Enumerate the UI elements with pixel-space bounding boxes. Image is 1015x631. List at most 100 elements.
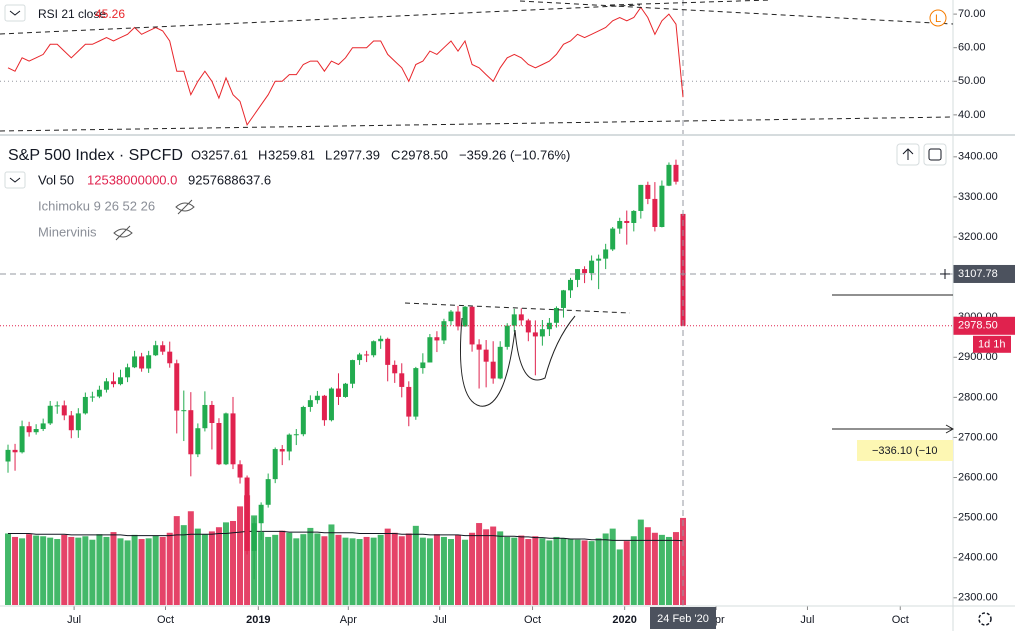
candle-body	[497, 346, 503, 379]
volume-bar	[54, 539, 61, 605]
rsi-title: RSI 21 close	[38, 7, 106, 21]
candle-body	[12, 449, 18, 453]
volume-bar	[609, 528, 616, 605]
volume-bar	[237, 506, 244, 605]
y-tick-label: 2300.00	[958, 592, 998, 604]
hidden-icon[interactable]	[113, 225, 133, 241]
volume-bar	[89, 539, 96, 605]
volume-bar	[412, 525, 419, 605]
candle-body	[279, 449, 285, 452]
candle-body	[216, 423, 222, 465]
symbol-title: S&P 500 Index · SPCFD	[8, 147, 183, 164]
candle-body	[343, 383, 349, 397]
y-tick-label: 50.00	[958, 75, 986, 87]
volume-bar	[665, 536, 672, 605]
volume-bar	[588, 541, 595, 605]
candle-body	[582, 269, 588, 274]
ohlc-value: 3259.81	[268, 147, 315, 162]
candle-body	[26, 426, 32, 433]
x-tick-label: Jul	[800, 614, 814, 626]
candle-body	[476, 344, 482, 350]
last-price-tag	[953, 316, 1015, 335]
alert-letter: L	[935, 13, 941, 25]
volume-bar	[532, 536, 539, 605]
y-tick-label: 60.00	[958, 42, 986, 54]
volume-bar	[194, 528, 201, 605]
indicator-name: Ichimoku 9 26 52 26	[38, 198, 155, 213]
candle-body	[413, 368, 419, 417]
volume-bar	[82, 536, 89, 605]
volume-bar	[651, 532, 658, 605]
candle-body	[406, 386, 412, 417]
volume-bar	[33, 535, 40, 605]
volume-bar	[518, 535, 525, 605]
candle-body	[237, 464, 243, 478]
candle-body	[624, 220, 630, 223]
volume-bar	[131, 534, 138, 605]
volume-bar	[342, 537, 349, 605]
y-tick-label: 2400.00	[958, 552, 998, 564]
candle-body	[5, 449, 11, 462]
y-tick-label: 2900.00	[958, 351, 998, 363]
candle-body	[357, 354, 363, 361]
volume-bar	[497, 531, 504, 605]
candle-body	[244, 477, 250, 551]
alert-icon[interactable]	[929, 9, 947, 27]
candle-body	[286, 434, 292, 452]
volume-bar	[384, 528, 391, 605]
volume-bar	[504, 536, 511, 605]
ohlc-value: 2978.50	[401, 147, 448, 162]
candle-body	[617, 220, 623, 229]
candle-body	[223, 413, 229, 465]
volume-bar	[349, 538, 356, 605]
volume-bar	[138, 539, 145, 605]
candle-body	[638, 184, 644, 211]
volume-bar	[483, 529, 490, 605]
volume-bar	[560, 538, 567, 605]
candle-body	[469, 306, 475, 345]
candle-body	[82, 396, 88, 414]
volume-bar	[5, 533, 12, 605]
settings-icon[interactable]	[978, 612, 992, 626]
candle-body	[118, 377, 124, 385]
volume-bar	[623, 541, 630, 605]
volume-bar	[117, 538, 124, 605]
candle-body	[589, 260, 595, 274]
crosshair-date-tag	[650, 607, 717, 629]
ohlc-value: 3257.61	[201, 147, 248, 162]
candle-body	[610, 228, 616, 250]
ohlc-value: 2977.39	[333, 147, 380, 162]
measure-box	[857, 440, 953, 461]
candle-body	[378, 338, 384, 342]
volume-bar	[567, 539, 574, 605]
candle-body	[33, 429, 39, 433]
volume-bar	[602, 533, 609, 605]
volume-bar	[265, 536, 272, 605]
volume-bar	[166, 532, 173, 605]
reset-button[interactable]	[923, 143, 947, 166]
candle-body	[68, 415, 74, 431]
volume-bar	[124, 540, 131, 605]
collapse-button[interactable]	[4, 4, 26, 22]
candle-body	[160, 345, 166, 352]
candle-body	[188, 410, 194, 455]
volume-bar	[511, 537, 518, 605]
candle-body	[511, 314, 517, 326]
candle-body	[272, 449, 278, 480]
indicator-name: Minervinis	[38, 224, 97, 239]
measure-text: −336.10 (−10	[872, 445, 937, 457]
volume-bar	[279, 530, 286, 605]
volume-bar	[286, 532, 293, 605]
volume-bar	[462, 539, 469, 605]
chevron	[9, 177, 21, 183]
collapse-button[interactable]	[4, 171, 26, 189]
volume-bar	[574, 539, 581, 605]
neckline	[404, 302, 631, 314]
candle-body	[455, 311, 461, 327]
hidden-icon[interactable]	[175, 199, 195, 215]
volume-bar	[110, 532, 117, 605]
candle-body	[631, 210, 637, 223]
drawings	[0, 0, 955, 434]
volume-bar	[187, 511, 194, 605]
volume-bar	[314, 533, 321, 605]
